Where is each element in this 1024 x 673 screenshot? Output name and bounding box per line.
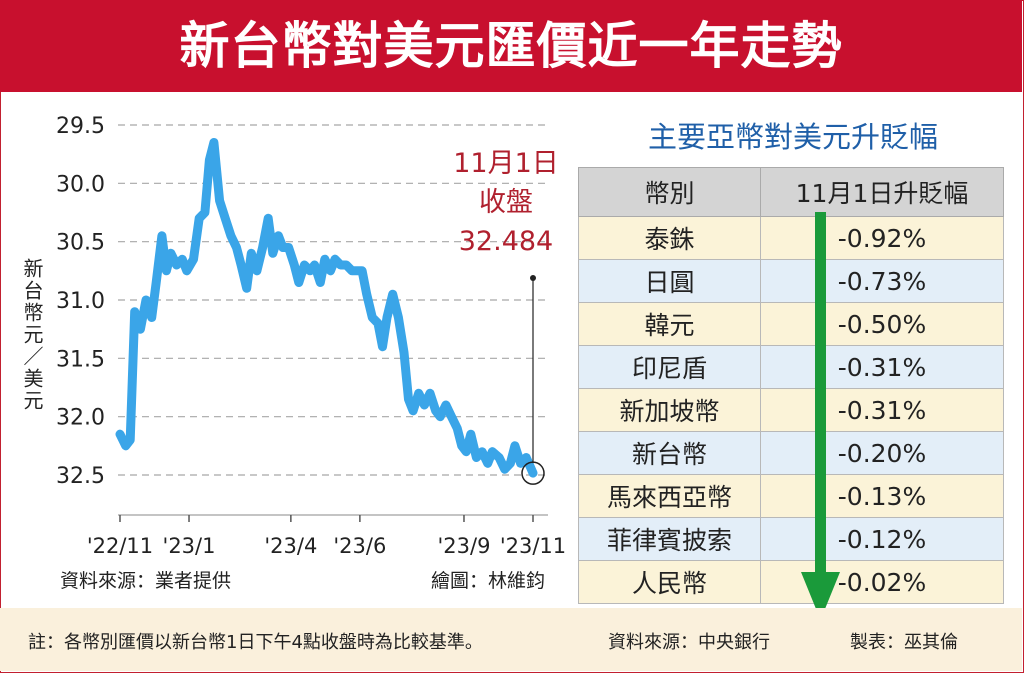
y-tick-label: 31.5	[56, 347, 105, 372]
y-tick-label: 29.5	[56, 114, 105, 139]
footer-source: 資料來源：中央銀行	[608, 632, 770, 653]
currency-change: -0.31%	[760, 388, 1004, 432]
currency-name: 印尼盾	[578, 345, 761, 389]
y-tick-label: 31.0	[56, 289, 105, 314]
annotation-label: 32.484	[459, 226, 553, 257]
table-row: 韓元 -0.50%	[578, 302, 1004, 346]
currency-name: 馬來西亞幣	[578, 474, 761, 518]
footer-maker: 製表：巫其倫	[850, 632, 958, 653]
footer-strip	[0, 608, 1022, 671]
annotation-label: 11月1日	[453, 148, 559, 179]
x-tick-label: '23/11	[500, 534, 566, 558]
currency-change: -0.92%	[760, 216, 1004, 260]
chart-artist: 繪圖：林維鈞	[431, 570, 545, 592]
table-title: 主要亞幣對美元升貶幅	[647, 120, 938, 154]
table-row: 馬來西亞幣 -0.13%	[578, 474, 1004, 518]
currency-name: 日圓	[578, 259, 761, 303]
currency-change: -0.50%	[760, 302, 1004, 346]
table-row: 日圓 -0.73%	[578, 259, 1004, 303]
table-row: 泰銖 -0.92%	[578, 216, 1004, 260]
currency-name: 韓元	[578, 302, 761, 346]
x-tick-label: '23/4	[264, 534, 317, 558]
column-header-change: 11月1日升貶幅	[760, 167, 1004, 217]
series-line	[115, 138, 538, 478]
exchange-rate-chart: 29.5 30.0 30.5 31.0 31.5 32.0 32.5 '22/11 '23/1 '…	[20, 114, 566, 592]
y-tick-label: 32.5	[56, 464, 105, 489]
table-row: 印尼盾 -0.31%	[578, 345, 1004, 389]
currency-change: -0.31%	[760, 345, 1004, 389]
currency-name: 新加坡幣	[578, 388, 761, 432]
table-row: 人民幣 -0.02%	[578, 560, 1004, 604]
currency-change: -0.73%	[760, 259, 1004, 303]
annotation-label: 收盤	[479, 187, 533, 218]
currency-name: 新台幣	[578, 431, 761, 475]
y-axis-label: 新台幣元／美元	[20, 258, 44, 412]
column-header-currency: 幣別	[578, 167, 761, 217]
currency-name: 人民幣	[578, 560, 761, 604]
table-row: 菲律賓披索 -0.12%	[578, 517, 1004, 561]
chart-source: 資料來源：業者提供	[60, 570, 231, 592]
page-title: 新台幣對美元匯價近一年走勢	[0, 0, 1022, 92]
y-tick-label: 30.5	[56, 231, 105, 256]
annotation-dot	[530, 275, 536, 281]
currency-change: -0.02%	[760, 560, 1004, 604]
table-row: 新台幣 -0.20%	[578, 431, 1004, 475]
x-tick-label: '22/11	[87, 534, 153, 558]
table-header-row: 幣別 11月1日升貶幅	[578, 167, 1004, 217]
table-row: 新加坡幣 -0.31%	[578, 388, 1004, 432]
x-tick-label: '23/9	[438, 534, 491, 558]
footer-note: 註：各幣別匯價以新台幣1日下午4點收盤時為比較基準。	[28, 632, 483, 653]
y-tick-label: 30.0	[56, 172, 105, 197]
x-tick-label: '23/1	[163, 534, 216, 558]
y-tick-label: 32.0	[56, 406, 105, 431]
currency-change-table: 幣別 11月1日升貶幅 泰銖 -0.92% 日圓 -0.73% 韓元 -0.50% 印…	[578, 167, 1004, 604]
currency-name: 泰銖	[578, 216, 761, 260]
currency-change: -0.12%	[760, 517, 1004, 561]
x-tick-label: '23/6	[333, 534, 386, 558]
annotation-ring	[521, 461, 545, 485]
currency-change: -0.20%	[760, 431, 1004, 475]
currency-name: 菲律賓披索	[578, 517, 761, 561]
currency-change: -0.13%	[760, 474, 1004, 518]
